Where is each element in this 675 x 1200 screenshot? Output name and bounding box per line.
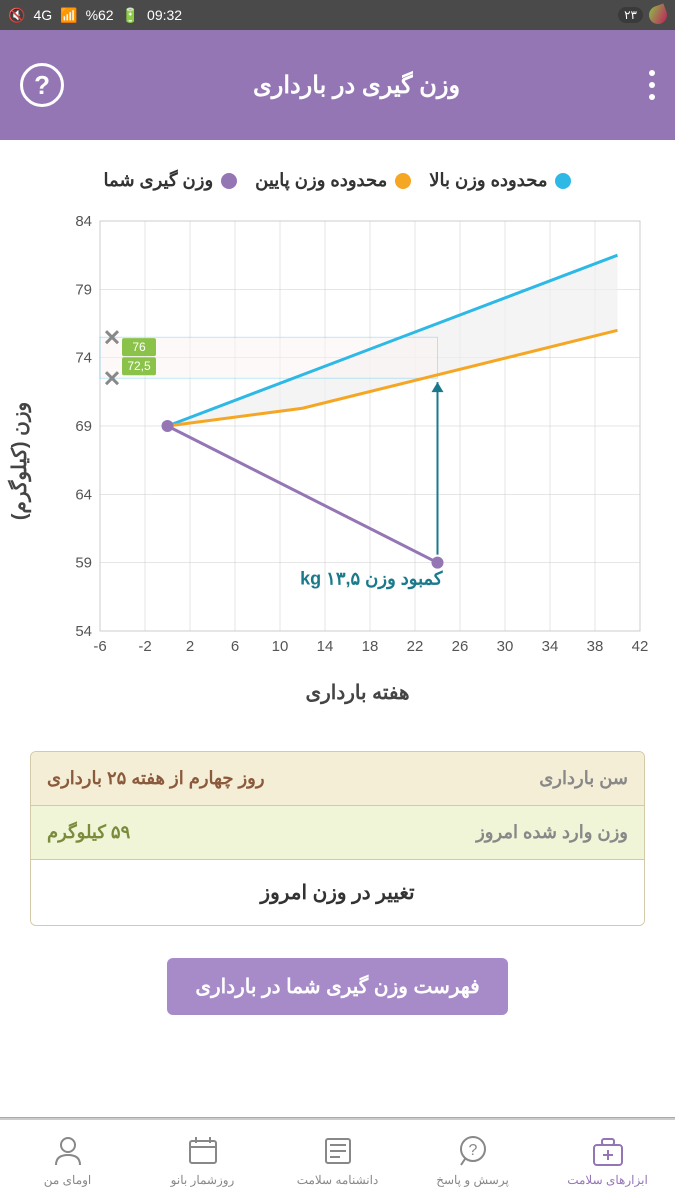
legend-dot-yours (221, 173, 237, 189)
chart-legend: محدوده وزن بالا محدوده وزن پایین وزن گیر… (0, 140, 675, 201)
svg-text:2: 2 (186, 638, 194, 655)
svg-text:10: 10 (272, 638, 289, 655)
svg-text:26: 26 (452, 638, 469, 655)
nav-item-4[interactable]: اومای من (0, 1120, 135, 1200)
svg-text:69: 69 (75, 418, 92, 435)
calendar-icon (185, 1133, 221, 1169)
weight-chart: وزن (کیلوگرم) 54596469747984-6-226101418… (0, 201, 675, 721)
svg-text:72,5: 72,5 (127, 359, 151, 373)
page-title: وزن گیری در بارداری (253, 71, 460, 100)
chart-svg: 54596469747984-6-22610141822263034384276… (50, 211, 650, 671)
info-label-change: تغییر در وزن امروز (260, 880, 414, 905)
svg-text:30: 30 (497, 638, 514, 655)
svg-text:34: 34 (542, 638, 559, 655)
svg-text:54: 54 (75, 623, 92, 640)
info-value-age: روز چهارم از هفته ۲۵ بارداری (47, 768, 265, 789)
legend-label-lower: محدوده وزن پایین (255, 170, 387, 191)
nav-item-0[interactable]: ابزارهای سلامت (540, 1120, 675, 1200)
svg-text:6: 6 (231, 638, 239, 655)
y-axis-label: وزن (کیلوگرم) (8, 402, 32, 520)
svg-text:14: 14 (317, 638, 334, 655)
svg-text:79: 79 (75, 281, 92, 298)
status-bar: ۲۳ 🔇 4G 📶 %62 🔋 09:32 (0, 0, 675, 30)
profile-icon (50, 1133, 86, 1169)
info-label-weight: وزن وارد شده امروز (476, 822, 628, 843)
svg-text:22: 22 (407, 638, 424, 655)
battery-icon: 🔋 (122, 7, 139, 24)
svg-text:?: ? (468, 1142, 477, 1159)
info-row-weight: وزن وارد شده امروز ۵۹ کیلوگرم (31, 806, 644, 860)
legend-dot-upper (555, 173, 571, 189)
svg-text:38: 38 (587, 638, 604, 655)
signal-icon: 📶 (60, 7, 77, 24)
app-icon (646, 3, 669, 26)
svg-text:59: 59 (75, 555, 92, 572)
clock: 09:32 (147, 7, 182, 23)
bottom-nav: ابزارهای سلامت? پرسش و پاسخ دانشنامه سلامت… (0, 1118, 675, 1200)
svg-text:42: 42 (632, 638, 649, 655)
svg-text:-6: -6 (93, 638, 106, 655)
info-row-change[interactable]: تغییر در وزن امروز (31, 860, 644, 925)
nav-item-2[interactable]: دانشنامه سلامت (270, 1120, 405, 1200)
x-axis-label: هفته بارداری (50, 680, 665, 705)
app-bar: وزن گیری در بارداری ? (0, 30, 675, 140)
legend-dot-lower (395, 173, 411, 189)
info-value-weight: ۵۹ کیلوگرم (47, 822, 130, 843)
svg-text:-2: -2 (138, 638, 151, 655)
mute-icon: 🔇 (8, 7, 25, 24)
more-menu-icon[interactable] (649, 70, 655, 100)
battery-text: %62 (86, 7, 114, 23)
info-card: سن بارداری روز چهارم از هفته ۲۵ بارداری … (30, 751, 645, 926)
help-icon[interactable]: ? (20, 63, 64, 107)
svg-text:74: 74 (75, 350, 92, 367)
svg-text:76: 76 (132, 340, 146, 354)
nav-item-1[interactable]: ? پرسش و پاسخ (405, 1120, 540, 1200)
nav-label: پرسش و پاسخ (436, 1173, 509, 1187)
notification-badge: ۲۳ (618, 7, 643, 23)
svg-text:84: 84 (75, 213, 92, 230)
info-label-age: سن بارداری (539, 768, 628, 789)
legend-label-upper: محدوده وزن بالا (429, 170, 547, 191)
nav-label: ابزارهای سلامت (567, 1173, 648, 1187)
network-icon: 4G (33, 7, 52, 23)
svg-text:کمبود وزن ۱۳,۵ kg: کمبود وزن ۱۳,۵ kg (300, 569, 443, 590)
weight-list-button[interactable]: فهرست وزن گیری شما در بارداری (167, 958, 507, 1015)
legend-label-yours: وزن گیری شما (104, 170, 214, 191)
question-icon: ? (455, 1133, 491, 1169)
nav-item-3[interactable]: روزشمار بانو (135, 1120, 270, 1200)
nav-label: دانشنامه سلامت (297, 1173, 379, 1187)
svg-text:18: 18 (362, 638, 379, 655)
news-icon (320, 1133, 356, 1169)
svg-text:64: 64 (75, 486, 92, 503)
medkit-icon (590, 1133, 626, 1169)
nav-label: اومای من (44, 1173, 92, 1187)
info-row-age: سن بارداری روز چهارم از هفته ۲۵ بارداری (31, 752, 644, 806)
nav-label: روزشمار بانو (171, 1173, 235, 1187)
